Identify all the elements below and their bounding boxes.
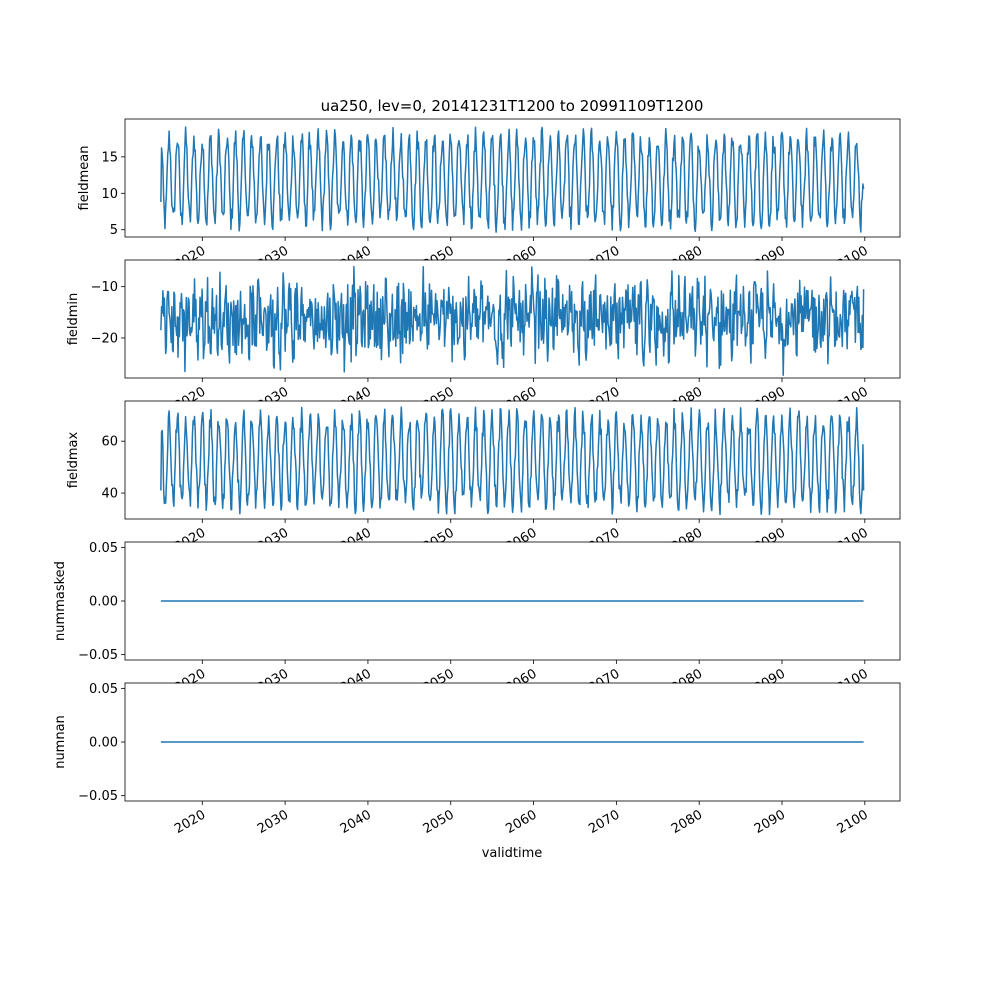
subplot-fieldmax: 40 60 fieldmax [66, 400, 901, 523]
x-axis-label: validtime [482, 846, 543, 861]
y-tick-label-numnan: −0.05 [78, 789, 118, 804]
y-tick-label-numnan: 0.00 [89, 736, 118, 751]
y-tick-label-fieldmin: −20 [91, 331, 118, 346]
y-axis-label-nummasked: nummasked [53, 561, 68, 641]
y-tick-label-nummasked: −0.05 [78, 648, 118, 663]
axes-frame-fieldmin [124, 259, 901, 379]
axes-frame-fieldmean [124, 118, 901, 238]
y-tick-label-numnan: 0.05 [89, 682, 118, 697]
subplot-fieldmin: −20 −10 fieldmin [66, 259, 901, 382]
series-line-fieldmean [160, 126, 865, 233]
series-line-fieldmax [160, 406, 865, 516]
y-axis-label-fieldmax: fieldmax [66, 432, 81, 489]
y-axis-label-fieldmin: fieldmin [66, 293, 81, 346]
series-line-fieldmin [160, 265, 865, 377]
subplot-nummasked: −0.05 0.00 0.05 nummasked [53, 541, 901, 664]
y-tick-label-nummasked: 0.00 [89, 595, 118, 610]
subplot-fieldmean: 5 10 15 fieldmean [77, 118, 901, 241]
y-axis-label-fieldmean: fieldmean [77, 146, 92, 211]
y-tick-label-fieldmean: 15 [101, 150, 118, 165]
y-tick-label-fieldmean: 10 [101, 187, 118, 202]
y-tick-label-fieldmax: 40 [101, 487, 118, 502]
y-axis-label-numnan: numnan [53, 715, 68, 769]
chart-title: ua250, lev=0, 20141231T1200 to 20991109T… [321, 97, 704, 115]
y-tick-label-fieldmean: 5 [110, 223, 118, 238]
y-tick-label-fieldmin: −10 [91, 280, 118, 295]
subplot-numnan: −0.05 0.00 0.05 numnan [53, 682, 901, 805]
y-tick-label-fieldmax: 60 [101, 435, 118, 450]
axes-frame-fieldmax [124, 400, 901, 520]
y-tick-label-nummasked: 0.05 [89, 541, 118, 556]
